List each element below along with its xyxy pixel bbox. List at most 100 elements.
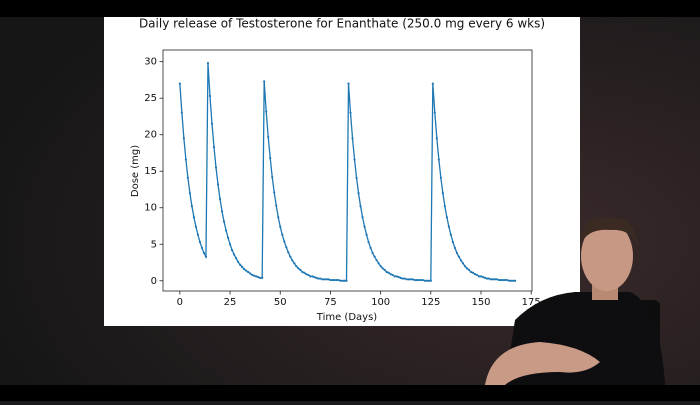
data-point <box>192 216 196 219</box>
plot-frame <box>162 49 533 292</box>
data-point <box>435 137 438 140</box>
chart-panel <box>104 17 580 326</box>
data-point <box>393 275 396 278</box>
data-point <box>208 94 212 98</box>
data-point <box>333 278 336 282</box>
data-point <box>457 255 461 258</box>
x-tick-label: 100 <box>371 297 390 308</box>
y-tick-label: 30 <box>144 57 157 68</box>
data-point <box>381 267 384 270</box>
data-point <box>285 246 288 249</box>
data-point <box>461 262 465 265</box>
data-point <box>341 279 344 282</box>
data-point <box>319 277 322 280</box>
data-point <box>289 255 292 258</box>
y-axis-label: Dose (mg) <box>130 145 141 197</box>
data-point <box>419 278 422 282</box>
y-tick-label: 10 <box>144 203 157 214</box>
data-point <box>186 176 189 179</box>
data-point <box>293 262 296 265</box>
data-point <box>297 267 300 270</box>
data-point <box>345 279 348 282</box>
data-point <box>367 240 370 244</box>
data-point <box>459 259 463 262</box>
data-point <box>491 278 495 281</box>
data-point <box>353 158 356 161</box>
data-point <box>383 268 386 271</box>
data-point <box>510 279 513 282</box>
data-point <box>257 276 260 279</box>
data-point <box>251 273 254 277</box>
data-point <box>261 276 264 279</box>
hand <box>485 342 600 385</box>
data-point <box>409 278 412 281</box>
data-point <box>355 176 358 179</box>
data-point <box>188 192 192 195</box>
data-point <box>347 82 350 85</box>
data-point <box>317 277 320 280</box>
data-point <box>371 251 374 255</box>
data-point <box>230 249 234 252</box>
data-point <box>335 278 338 282</box>
data-point <box>275 204 278 207</box>
data-point <box>331 278 334 282</box>
x-tick-label: 0 <box>177 297 183 308</box>
y-tick-label: 15 <box>144 166 157 177</box>
chart: Daily release of Testosterone for Enanth… <box>130 17 545 324</box>
data-point <box>467 268 471 271</box>
y-tick-label: 20 <box>144 130 157 141</box>
data-point <box>287 251 290 254</box>
data-point <box>427 279 430 282</box>
data-point <box>405 278 408 281</box>
data-point <box>475 273 479 277</box>
data-point <box>247 270 250 274</box>
data-point <box>483 276 487 279</box>
y-tick-label: 0 <box>151 276 157 287</box>
data-point <box>413 278 416 282</box>
top-bar <box>0 0 700 17</box>
data-point <box>425 279 428 282</box>
data-point <box>295 265 298 268</box>
data-point <box>445 216 448 219</box>
data-point <box>387 271 390 274</box>
data-point <box>238 263 242 266</box>
data-point <box>379 265 382 268</box>
data-point <box>469 270 473 274</box>
data-point <box>337 278 340 282</box>
data-point <box>200 246 204 250</box>
data-point <box>431 82 434 85</box>
data-point <box>506 278 509 282</box>
data-point <box>279 225 282 228</box>
data-point <box>218 197 222 201</box>
data-point <box>329 278 332 282</box>
data-point <box>471 271 475 274</box>
x-tick-label: 75 <box>324 297 337 308</box>
data-point <box>463 265 467 268</box>
data-point <box>365 233 368 236</box>
data-point <box>447 225 450 228</box>
data-point <box>226 236 230 239</box>
chart-title: Daily release of Testosterone for Enanth… <box>139 17 545 31</box>
x-tick-label: 25 <box>224 297 237 308</box>
data-point <box>323 278 326 281</box>
data-point <box>423 279 426 282</box>
data-point <box>313 276 316 279</box>
data-point <box>178 82 181 85</box>
data-point <box>391 273 394 277</box>
data-point <box>441 192 444 195</box>
data-point <box>206 62 210 65</box>
data-point <box>184 158 187 161</box>
head <box>581 221 633 291</box>
y-tick-label: 25 <box>144 93 157 104</box>
data-point <box>479 275 483 278</box>
data-point <box>359 205 362 208</box>
data-point <box>385 270 388 274</box>
data-point <box>373 255 376 258</box>
data-point <box>301 270 304 274</box>
data-point <box>499 278 503 282</box>
data-point <box>281 233 284 236</box>
x-axis-label: Time (Days) <box>316 312 378 323</box>
data-point <box>190 205 194 208</box>
data-point <box>311 275 314 278</box>
